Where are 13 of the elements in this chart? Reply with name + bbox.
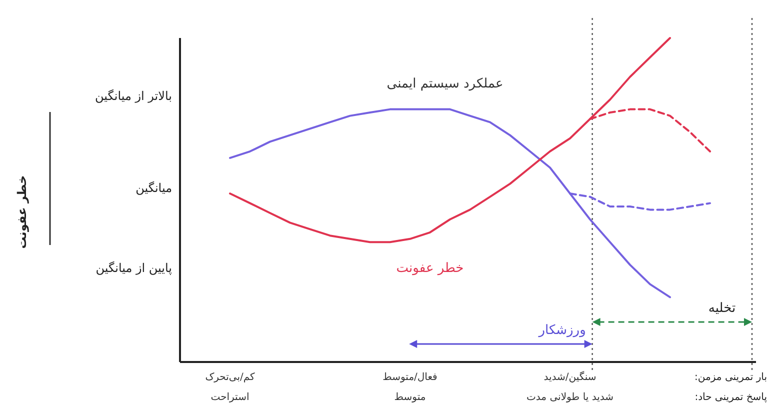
text: خطر عفونت <box>15 175 29 249</box>
annotation: تخلیه <box>708 301 736 316</box>
series-label: خطر عفونت <box>396 261 464 276</box>
text: بالاتر از میانگین <box>95 89 172 103</box>
x-tick-label: سنگین/شدید شدید یا طولانی مدت <box>526 371 614 403</box>
text: بار تمرینی مزمن: <box>694 372 767 383</box>
text: میانگین <box>136 181 172 195</box>
text: پایین از میانگین <box>96 261 172 275</box>
x-tick-label: کم/بی‌تحرک استراحت <box>205 372 256 403</box>
x-tick-label: فعال/متوسط متوسط <box>382 372 438 403</box>
series-label: عملکرد سیستم ایمنی <box>386 76 504 92</box>
text: پاسخ تمرینی حاد: <box>694 392 768 403</box>
annotation: ورزشکار <box>538 323 586 338</box>
